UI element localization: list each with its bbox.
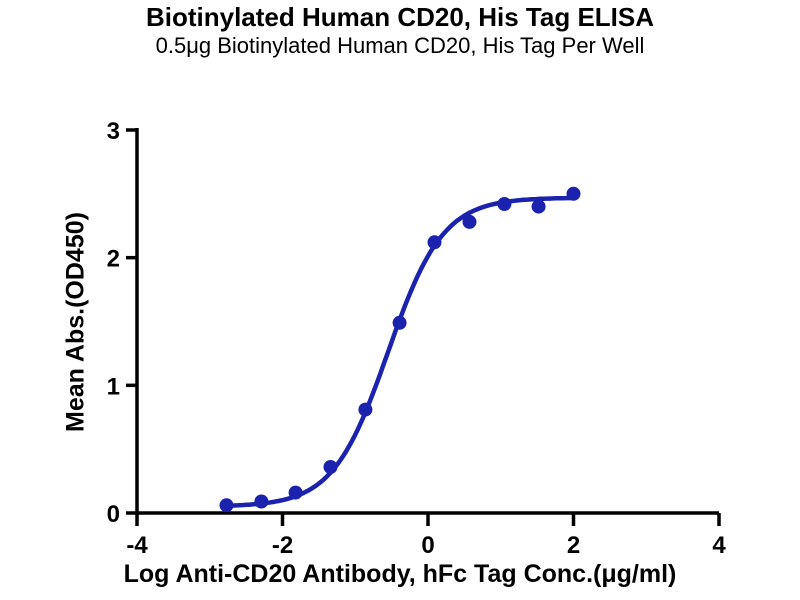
data-point — [531, 199, 546, 214]
x-axis-label: Log Anti-CD20 Antibody, hFc Tag Conc.(μg… — [123, 560, 677, 588]
y-tick-label: 1 — [107, 373, 120, 400]
y-tick-label: 0 — [107, 501, 120, 528]
data-point — [462, 214, 477, 229]
data-point — [288, 485, 303, 500]
x-tick-label: -4 — [126, 532, 148, 559]
data-point — [427, 235, 442, 250]
axis-frame — [135, 128, 719, 515]
x-tick-label: 0 — [421, 532, 434, 559]
data-point — [254, 494, 269, 509]
data-point — [566, 186, 581, 201]
data-point — [323, 460, 338, 474]
x-tick-label: 2 — [567, 532, 580, 559]
data-point — [497, 197, 512, 211]
data-point — [358, 402, 373, 417]
x-tick-label: -2 — [272, 532, 293, 559]
y-tick-label: 2 — [107, 246, 120, 273]
fit-curve — [224, 195, 576, 509]
chart-title: Biotinylated Human CD20, His Tag ELISA — [145, 2, 655, 32]
data-point — [219, 498, 234, 513]
y-tick-label: 3 — [107, 118, 120, 145]
chart-subtitle: 0.5μg Biotinylated Human CD20, His Tag P… — [155, 33, 645, 58]
data-point — [392, 315, 407, 330]
x-tick-label: 4 — [712, 532, 726, 559]
